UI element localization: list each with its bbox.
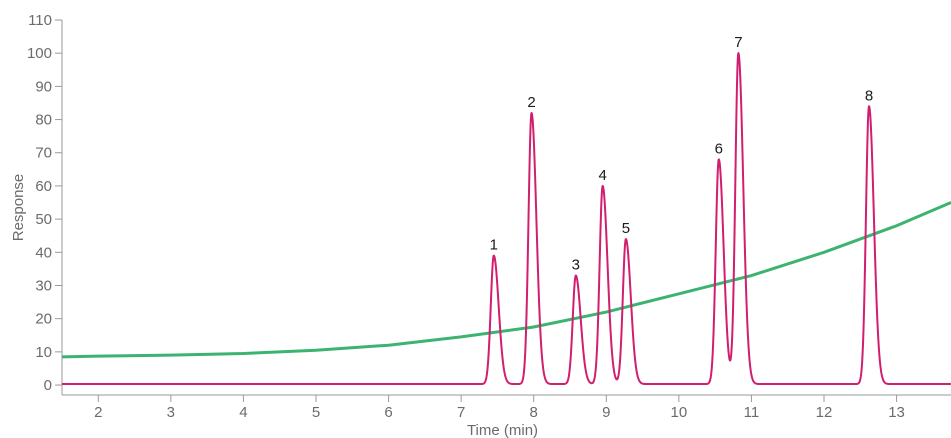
y-tick-label: 40 bbox=[35, 244, 52, 261]
peak-label: 8 bbox=[865, 87, 873, 104]
x-tick-label: 6 bbox=[384, 404, 392, 421]
x-tick-label: 5 bbox=[312, 404, 320, 421]
y-tick-label: 110 bbox=[28, 12, 52, 29]
x-tick-label: 12 bbox=[816, 404, 833, 421]
y-tick-label: 70 bbox=[35, 145, 52, 162]
chromatogram-line bbox=[62, 53, 951, 384]
x-tick-label: 4 bbox=[239, 404, 247, 421]
y-tick-label: 30 bbox=[35, 277, 52, 294]
peak-label: 4 bbox=[598, 167, 606, 184]
y-tick-label: 20 bbox=[35, 311, 52, 328]
x-tick-label: 7 bbox=[457, 404, 465, 421]
x-tick-label: 3 bbox=[167, 404, 175, 421]
y-axis: 0 10 20 30 40 50 60 70 80 90 100 110 bbox=[27, 12, 62, 395]
x-tick-label: 2 bbox=[94, 404, 102, 421]
peak-label: 6 bbox=[715, 140, 723, 157]
peak-label: 2 bbox=[527, 94, 535, 111]
y-tick-label: 60 bbox=[35, 178, 52, 195]
y-tick-label: 80 bbox=[35, 112, 52, 129]
y-tick-label: 90 bbox=[35, 78, 52, 95]
peak-label: 3 bbox=[572, 257, 580, 274]
peak-labels: 1 2 3 4 5 6 7 8 bbox=[490, 34, 874, 273]
y-tick-label: 10 bbox=[35, 344, 52, 361]
gradient-line bbox=[62, 203, 951, 357]
x-axis-title: Time (min) bbox=[467, 422, 538, 438]
x-tick-label: 11 bbox=[744, 404, 760, 421]
peak-label: 1 bbox=[490, 237, 498, 254]
x-tick-label: 8 bbox=[530, 404, 538, 421]
peak-label: 5 bbox=[622, 220, 630, 237]
series-layer bbox=[62, 53, 951, 384]
x-axis: 2 3 4 5 6 7 8 9 10 11 12 13 bbox=[62, 395, 951, 421]
y-tick-label: 100 bbox=[27, 45, 52, 62]
y-tick-label: 0 bbox=[44, 377, 52, 394]
x-tick-label: 13 bbox=[888, 404, 905, 421]
peak-label: 7 bbox=[734, 34, 742, 51]
y-tick-label: 50 bbox=[35, 211, 52, 228]
x-tick-label: 9 bbox=[602, 404, 610, 421]
y-axis-title: Response bbox=[10, 174, 27, 242]
x-tick-label: 10 bbox=[671, 404, 688, 421]
